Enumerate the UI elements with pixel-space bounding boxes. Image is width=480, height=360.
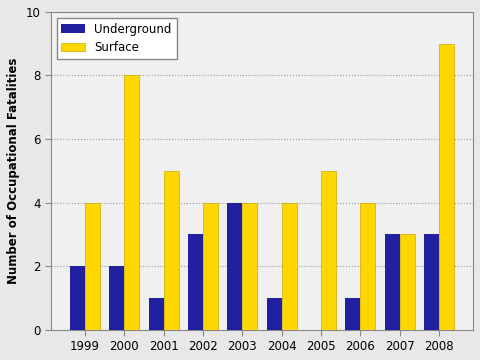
- Bar: [360, 203, 375, 330]
- Bar: [345, 298, 360, 330]
- Bar: [203, 203, 218, 330]
- Bar: [85, 203, 100, 330]
- Bar: [242, 203, 257, 330]
- Bar: [228, 203, 242, 330]
- Bar: [384, 234, 399, 330]
- Bar: [164, 171, 179, 330]
- Bar: [282, 203, 297, 330]
- Bar: [109, 266, 124, 330]
- Y-axis label: Number of Occupational Fatalities: Number of Occupational Fatalities: [7, 58, 20, 284]
- Bar: [149, 298, 164, 330]
- Bar: [439, 44, 454, 330]
- Bar: [424, 234, 439, 330]
- Legend: Underground, Surface: Underground, Surface: [57, 18, 177, 59]
- Bar: [321, 171, 336, 330]
- Bar: [124, 76, 139, 330]
- Bar: [399, 234, 415, 330]
- Bar: [267, 298, 282, 330]
- Bar: [188, 234, 203, 330]
- Bar: [70, 266, 85, 330]
